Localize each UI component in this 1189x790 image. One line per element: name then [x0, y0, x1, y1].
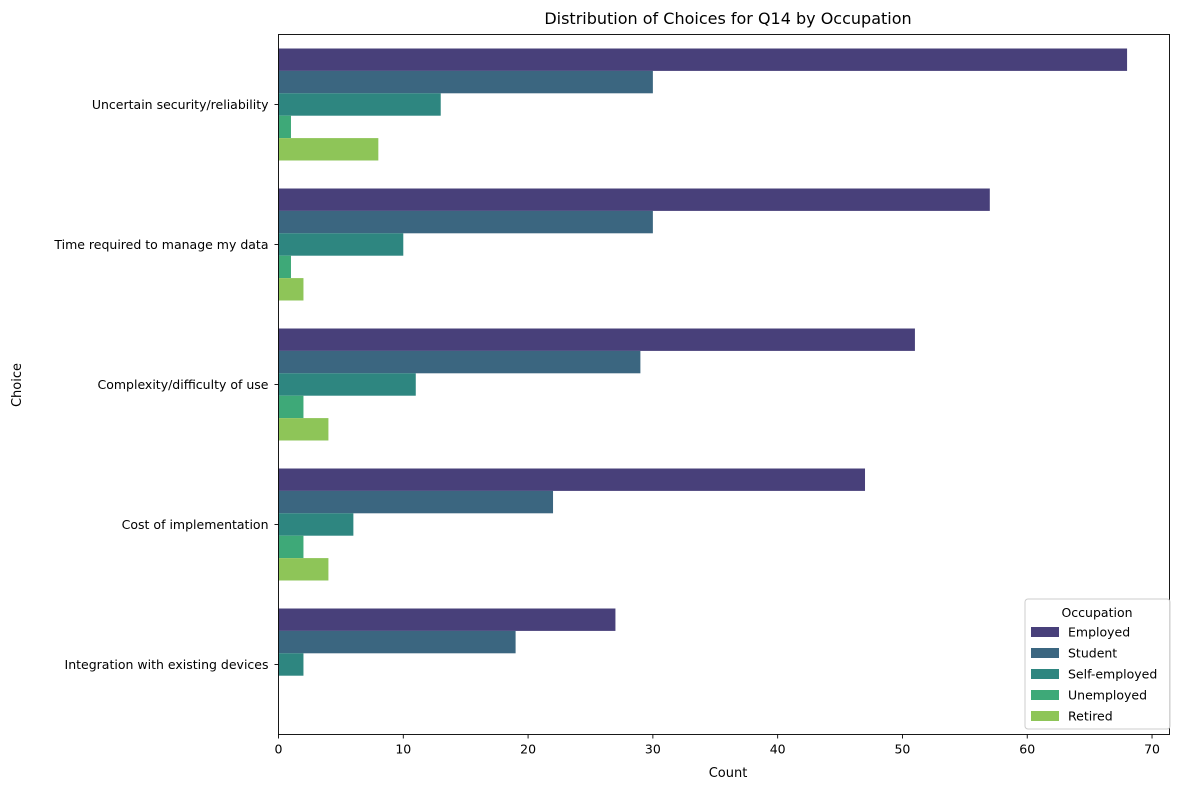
legend-swatch-self-employed	[1031, 669, 1059, 679]
x-tick-label: 30	[645, 742, 661, 757]
bar-self-employed-1	[278, 93, 441, 116]
x-tick-label: 10	[395, 742, 411, 757]
x-tick-label: 20	[520, 742, 536, 757]
legend-box	[1024, 598, 1171, 730]
legend-swatch-unemployed	[1031, 690, 1059, 700]
bar-retired-1	[278, 138, 379, 161]
x-tick-label: 40	[770, 742, 786, 757]
x-tick-label: 60	[1019, 742, 1035, 757]
legend: Occupation Employed Student Self-employed U…	[1024, 598, 1171, 730]
x-tick-label: 50	[894, 742, 910, 757]
bar-retired-4	[278, 558, 329, 581]
bar-student-5	[278, 630, 516, 654]
legend-label-student: Student	[1068, 646, 1117, 661]
bar-unemployed-2	[278, 255, 291, 279]
y-tick-label: Uncertain security/reliability	[92, 97, 269, 112]
x-ticks-group: 0 10 20 30 40 50 60 70	[275, 734, 1160, 757]
bar-retired-2	[278, 278, 304, 301]
legend-label-retired: Retired	[1068, 709, 1113, 724]
bar-student-4	[278, 490, 554, 514]
plot-frame	[278, 34, 1170, 735]
bar-self-employed-5	[278, 653, 304, 676]
legend-swatch-student	[1031, 648, 1059, 658]
legend-label-self-employed: Self-employed	[1068, 667, 1157, 682]
y-tick-label: Time required to manage my data	[53, 237, 268, 252]
bar-student-3	[278, 350, 641, 374]
bar-employed-2	[278, 188, 990, 211]
bar-employed-3	[278, 328, 915, 351]
y-axis-label: Choice	[10, 363, 25, 407]
bar-unemployed-1	[278, 115, 291, 139]
bar-unemployed-3	[278, 395, 304, 419]
y-tick-label: Complexity/difficulty of use	[98, 377, 269, 392]
bar-employed-1	[278, 48, 1128, 71]
bar-retired-3	[278, 418, 329, 441]
bar-unemployed-4	[278, 535, 304, 559]
legend-label-employed: Employed	[1068, 625, 1130, 640]
legend-swatch-employed	[1031, 627, 1059, 637]
legend-title: Occupation	[1061, 605, 1132, 620]
x-tick-label: 70	[1144, 742, 1160, 757]
bar-employed-5	[278, 608, 616, 631]
bar-self-employed-4	[278, 513, 354, 536]
bar-employed-4	[278, 468, 866, 491]
legend-swatch-retired	[1031, 711, 1059, 721]
bar-self-employed-2	[278, 233, 404, 256]
bar-student-1	[278, 70, 653, 94]
bar-student-2	[278, 210, 653, 234]
bars-group	[278, 48, 1128, 676]
legend-label-unemployed: Unemployed	[1068, 688, 1147, 703]
x-tick-label: 0	[275, 742, 283, 757]
y-ticks-group: Uncertain security/reliability Time requi…	[53, 97, 279, 672]
chart-title: Distribution of Choices for Q14 by Occup…	[544, 9, 911, 28]
y-tick-label: Integration with existing devices	[65, 657, 269, 672]
y-tick-label: Cost of implementation	[122, 517, 269, 532]
bar-self-employed-3	[278, 373, 416, 396]
x-axis-label: Count	[709, 766, 748, 781]
